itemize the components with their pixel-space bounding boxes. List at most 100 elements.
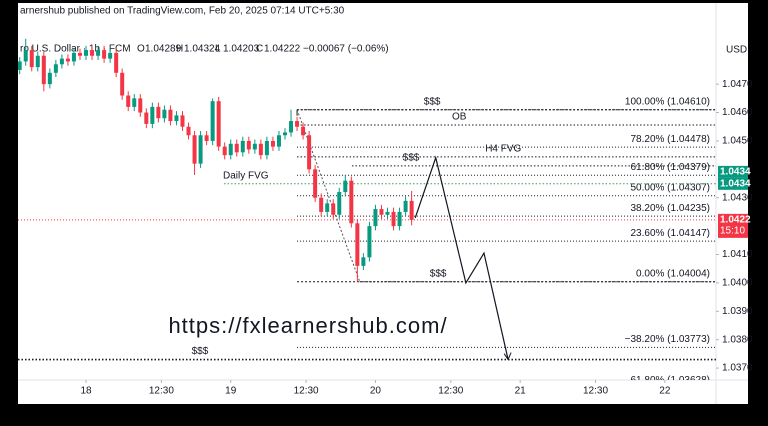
candle-body	[258, 143, 263, 156]
candle-body	[23, 50, 28, 62]
candle-body	[331, 203, 336, 215]
candle-body	[391, 211, 396, 227]
currency: USD	[726, 45, 747, 56]
candle-body	[307, 135, 312, 170]
candle-body	[138, 98, 143, 113]
x-tick-label: 18	[80, 386, 92, 397]
candle-body	[264, 140, 269, 156]
candle-body	[343, 180, 348, 193]
fib-label: 38.20% (1.04235)	[630, 203, 710, 214]
ohlc-key: O	[137, 44, 145, 55]
candle-body	[319, 197, 324, 212]
candle-body	[246, 140, 251, 150]
candle-body	[90, 50, 95, 56]
current-price-label: 1.0422	[720, 215, 751, 226]
plot-area: 100.00% (1.04610) 78.20% (1.04478) 61.80% …	[18, 38, 716, 386]
candle-body	[132, 98, 137, 107]
x-tick-label: 21	[515, 386, 527, 397]
fib-label: 50.00% (1.04307)	[630, 182, 710, 193]
y-tick-label: 1.0450	[722, 136, 753, 147]
x-tick-label: 20	[370, 386, 382, 397]
candle-body	[144, 112, 149, 124]
candle-body	[29, 50, 34, 68]
candle-body	[120, 72, 125, 96]
y-tick-label: 1.0460	[722, 107, 753, 118]
fib-label: 0.00% (1.04004)	[636, 268, 710, 279]
ohlc-key: C	[256, 44, 263, 55]
fib-label: 23.60% (1.04147)	[630, 228, 710, 239]
candle-body	[373, 209, 378, 227]
candle-body	[84, 50, 89, 56]
candle-body	[379, 209, 384, 215]
candle-body	[270, 140, 275, 147]
candle-body	[198, 135, 203, 164]
candle-body	[186, 126, 191, 136]
candle-body	[53, 64, 58, 73]
candle-body	[108, 52, 113, 59]
ohlc-value: 1.04222	[264, 44, 301, 55]
candle-body	[252, 143, 257, 150]
candle-body	[41, 55, 46, 85]
ohlc-value: 1.04324	[184, 44, 221, 55]
candle-body	[96, 50, 101, 56]
projection-arrow	[503, 352, 512, 361]
ohlc-key: H	[176, 44, 183, 55]
zone-label: $$$	[403, 153, 420, 164]
y-tick-label: 1.0430	[722, 192, 753, 203]
zone-label: OB	[452, 112, 467, 123]
fib-label: 61.80% (1.03628)	[630, 375, 710, 386]
x-tick-label: 12:30	[149, 386, 174, 397]
candle-body	[77, 52, 82, 56]
chart-background	[18, 3, 748, 404]
symbol: ro U.S. Dollar · 1h · FCM	[20, 44, 131, 55]
candle-body	[301, 126, 306, 136]
candle-body	[325, 203, 330, 212]
ohlc-value: 1.04289	[145, 44, 182, 55]
candle-body	[216, 101, 221, 147]
fib-anchor	[296, 109, 361, 282]
candle-body	[289, 121, 294, 133]
price-badge	[718, 177, 748, 190]
candle-body	[385, 211, 390, 215]
candle-body	[282, 132, 287, 136]
x-tick-label: 22	[659, 386, 671, 397]
ohlc-change: −0.00067 (−0.06%)	[303, 44, 389, 55]
fib-label: −38.20% (1.03773)	[625, 334, 710, 345]
candle-body	[367, 226, 372, 258]
candle-body	[18, 61, 22, 70]
candle-body	[313, 169, 318, 198]
candle-body	[35, 55, 40, 68]
candle-body	[337, 192, 342, 215]
candle-body	[355, 223, 360, 266]
zone-label: $$$	[424, 96, 441, 107]
y-tick-label: 1.0470	[722, 79, 753, 90]
x-tick-label: 19	[225, 386, 237, 397]
fib-label: 61.80% (1.04379)	[630, 162, 710, 173]
candle-body	[102, 50, 107, 59]
x-tick-label: 12:30	[294, 386, 319, 397]
zone-label: Daily FVG	[223, 170, 269, 181]
candle-body	[222, 146, 227, 156]
countdown: 15:10	[720, 226, 745, 237]
candle-body	[295, 121, 300, 127]
candle-body	[114, 52, 119, 73]
header-title: arnershub published on TradingView.com, …	[20, 6, 345, 17]
x-tick-label: 12:30	[583, 386, 608, 397]
price-badge-label: 1.0434	[720, 167, 751, 178]
candle-body	[59, 58, 64, 65]
candle-body	[174, 115, 179, 122]
y-tick-label: 1.0380	[722, 334, 753, 345]
y-tick-label: 1.0370	[722, 363, 753, 374]
candle-body	[409, 200, 414, 220]
candle-body	[240, 140, 245, 153]
candle-body	[168, 109, 173, 122]
candle-body	[150, 106, 155, 124]
zone-label: $$$	[192, 346, 209, 357]
candle-body	[65, 58, 70, 62]
candle-body	[71, 52, 76, 62]
candle-body	[192, 135, 197, 164]
candle-body	[349, 180, 354, 224]
y-tick-label: 1.0400	[722, 278, 753, 289]
